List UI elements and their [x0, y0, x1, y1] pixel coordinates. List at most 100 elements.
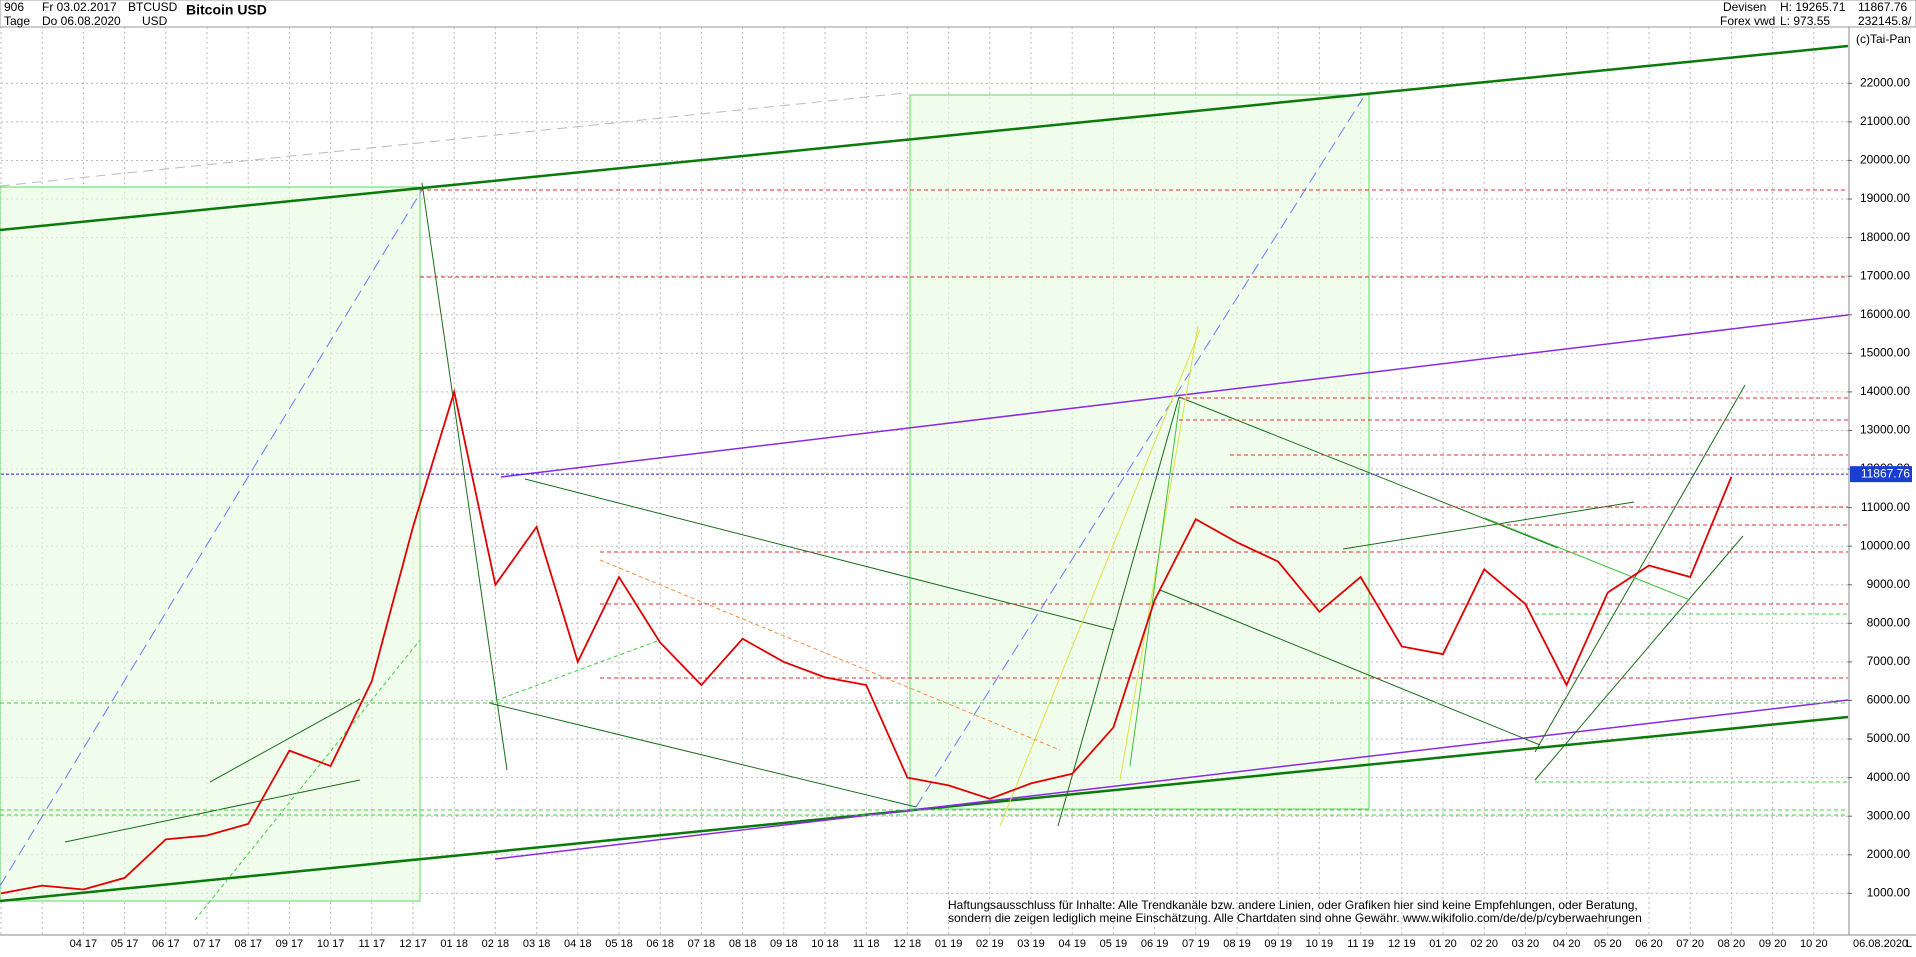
x-tick-label: 04 17: [70, 938, 98, 950]
last-price-header: 11867.76: [1858, 0, 1907, 14]
x-tick-label: 11 18: [853, 938, 880, 950]
header-bar: [0, 0, 1916, 28]
trendline: [915, 97, 1364, 808]
y-tick-label: 21000.00: [1860, 114, 1910, 128]
bar-count[interactable]: 906: [4, 0, 24, 14]
copyright: (c)Tai-Pan: [1856, 32, 1911, 46]
trendline: [524, 478, 1115, 631]
trendline: [1342, 501, 1635, 550]
drawings: [0, 44, 1849, 921]
x-tick-label: 06 19: [1141, 938, 1169, 950]
x-tick-label: 07 18: [688, 938, 716, 950]
y-tick-label: 3000.00: [1867, 808, 1911, 822]
trendline: [599, 559, 1061, 751]
trendline: [1129, 399, 1181, 767]
x-tick-label: 03 19: [1017, 938, 1045, 950]
y-tick-label: 7000.00: [1867, 654, 1911, 668]
trendline: [194, 639, 421, 921]
trendline: [64, 779, 361, 843]
trendline: [500, 314, 1849, 478]
x-tick-label: 04 19: [1058, 938, 1086, 950]
x-tick-label: 08 18: [729, 938, 757, 950]
x-tick-label: 08 20: [1718, 938, 1746, 950]
x-tick-label: 10 20: [1800, 938, 1828, 950]
x-tick-label: 05 20: [1594, 938, 1622, 950]
trendline: [1484, 517, 1691, 601]
y-tick-label: 1000.00: [1867, 886, 1911, 900]
trendline: [494, 699, 1849, 860]
marks: [0, 388, 1848, 895]
trendline: [1534, 535, 1744, 781]
x-tick-label: 06 17: [152, 938, 180, 950]
y-tick-label: 13000.00: [1860, 423, 1910, 437]
market: Devisen: [1723, 0, 1766, 14]
x-tick-label: 10 19: [1306, 938, 1334, 950]
x-tick-label: 07 17: [193, 938, 221, 950]
x-tick-label: 09 18: [770, 938, 798, 950]
y-tick-label: 8000.00: [1867, 616, 1911, 630]
x-tick-label: 04 20: [1553, 938, 1581, 950]
trendline: [1534, 384, 1746, 753]
x-tick-label: 09 17: [276, 938, 304, 950]
disclaimer: sondern die zeigen lediglich meine Einsc…: [948, 911, 1642, 925]
y-tick-label: 18000.00: [1860, 230, 1910, 244]
trendline: [488, 702, 917, 808]
x-tick-label: 05 17: [111, 938, 139, 950]
y-tick-label: 6000.00: [1867, 693, 1911, 707]
currency: USD: [142, 14, 168, 28]
x-tick-label: 05 18: [605, 938, 633, 950]
trendline: [421, 182, 508, 771]
trendline: [209, 698, 361, 783]
x-tick-label: 09 20: [1759, 938, 1787, 950]
trendline: [1057, 396, 1180, 827]
x-tick-label: 10 17: [317, 938, 345, 950]
x-tick-label: 05 19: [1100, 938, 1128, 950]
source: Forex vwd: [1720, 14, 1775, 28]
x-tick-label: 02 19: [976, 938, 1004, 950]
y-tick-label: 17000.00: [1860, 268, 1910, 282]
y-tick-label: 16000.00: [1860, 307, 1910, 321]
y-tick-label: 2000.00: [1867, 847, 1911, 861]
trendline: [1178, 396, 1559, 549]
trendline: [488, 639, 661, 704]
volume: 232145.8/: [1858, 14, 1912, 28]
price-line: [0, 388, 1733, 895]
x-tick-label: 04 18: [564, 938, 592, 950]
trendline: [0, 189, 423, 887]
last-price-box: [1850, 466, 1912, 483]
x-tick-label: 01 19: [935, 938, 963, 950]
y-tick-label: 20000.00: [1860, 153, 1910, 167]
trendline: [999, 329, 1201, 827]
axis-mode[interactable]: L: [1906, 938, 1912, 950]
to-date[interactable]: Do 06.08.2020: [42, 14, 121, 28]
trendline: [0, 44, 1849, 232]
instrument-name: Bitcoin USD: [186, 2, 267, 18]
y-tick-label: 11000.00: [1861, 500, 1910, 514]
y-tick-label: 4000.00: [1867, 770, 1911, 784]
x-tick-label: 03 20: [1512, 938, 1540, 950]
period[interactable]: Tage: [4, 14, 30, 28]
end-date: 06.08.2020: [1853, 938, 1908, 950]
high: H: 19265.71: [1780, 0, 1846, 14]
disclaimer: Haftungsausschluss für Inhalte: Alle Tre…: [948, 898, 1638, 912]
y-tick-label: 5000.00: [1867, 731, 1911, 745]
x-tick-label: 01 18: [440, 938, 468, 950]
x-tick-label: 12 18: [894, 938, 922, 950]
x-tick-label: 11 17: [358, 938, 385, 950]
x-tick-label: 06 20: [1635, 938, 1663, 950]
x-tick-label: 02 18: [482, 938, 510, 950]
x-tick-label: 03 18: [523, 938, 551, 950]
x-tick-label: 12 17: [399, 938, 427, 950]
x-tick-label: 08 17: [234, 938, 262, 950]
x-tick-label: 12 19: [1388, 938, 1416, 950]
y-tick-label: 19000.00: [1860, 191, 1910, 205]
x-tick-label: 07 20: [1676, 938, 1704, 950]
y-tick-label: 15000.00: [1860, 345, 1910, 359]
x-tick-label: 02 20: [1470, 938, 1498, 950]
x-tick-label: 06 18: [646, 938, 674, 950]
from-date[interactable]: Fr 03.02.2017: [42, 0, 117, 14]
low: L: 973.55: [1780, 14, 1830, 28]
x-tick-label: 01 20: [1429, 938, 1457, 950]
